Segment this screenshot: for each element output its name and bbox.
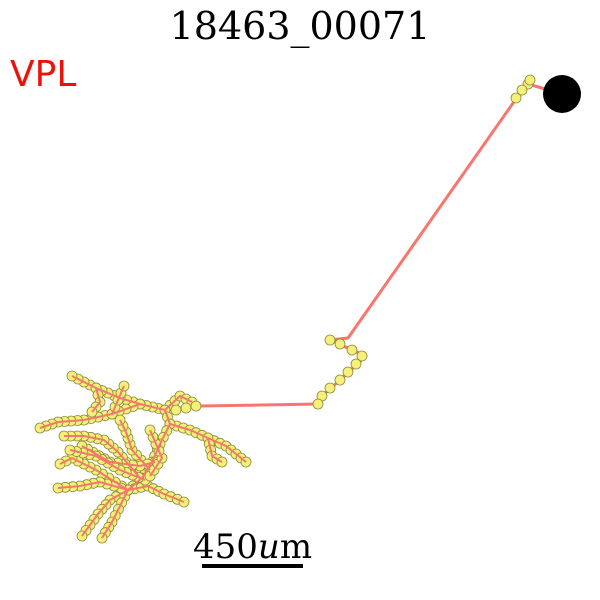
arbor-branch (91, 387, 102, 413)
arbor-branch (81, 445, 156, 468)
arbor-branch (101, 489, 129, 539)
arbor-branch (111, 385, 125, 415)
bouton (524, 74, 536, 86)
arbor-branch (119, 419, 151, 471)
arbor-branch (81, 489, 129, 537)
soma (543, 75, 581, 113)
bouton (334, 338, 346, 350)
arbor-branch (39, 403, 141, 429)
arbor-branch (149, 429, 164, 477)
arbor-branch (127, 484, 185, 503)
bouton (342, 366, 354, 378)
bouton (346, 344, 358, 356)
axon-overlay (39, 375, 247, 539)
bouton (334, 374, 346, 386)
bouton (510, 92, 522, 104)
bouton (324, 382, 336, 394)
arbor-branch (164, 394, 193, 411)
scale-bar-unit-suffix: m (279, 527, 313, 567)
bouton (190, 400, 202, 412)
arbor-branch (57, 480, 129, 491)
arbor-branch (164, 409, 247, 463)
figure-title: 18463_00071 (169, 4, 431, 48)
arbor-branch (69, 449, 146, 481)
bouton (170, 404, 182, 416)
bouton (516, 84, 528, 96)
region-label: VPL (10, 54, 77, 95)
bouton (350, 358, 362, 370)
arbor-branch (64, 435, 141, 479)
bouton-cluster (34, 74, 536, 544)
scale-bar-label: 450um (193, 527, 312, 567)
arbor-branch (207, 437, 223, 463)
scale-bar-value: 450 (193, 527, 258, 567)
arbor-branch (71, 375, 166, 411)
arbor-branch (59, 456, 129, 491)
bouton (356, 350, 368, 362)
scale-bar-unit-symbol: u (257, 527, 280, 567)
bouton (312, 398, 324, 410)
bouton (180, 402, 192, 414)
bouton (324, 334, 336, 346)
